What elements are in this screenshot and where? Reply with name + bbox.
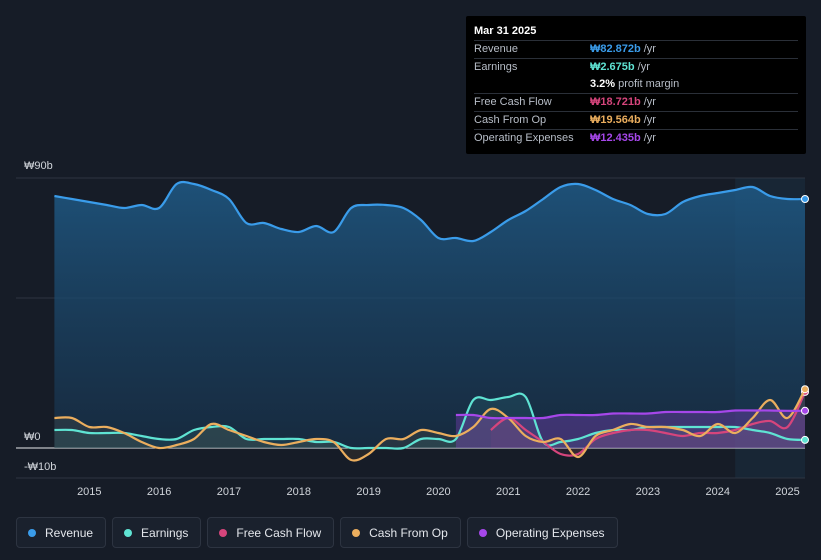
- x-tick-label: 2015: [77, 486, 101, 498]
- earnings-dot-icon: [124, 528, 133, 537]
- tooltip-unit: /yr: [643, 43, 656, 55]
- tooltip-unit: /yr: [643, 96, 656, 108]
- tooltip-value: ₩19.564b: [590, 114, 641, 126]
- x-tick-label: 2018: [287, 486, 311, 498]
- legend-label: Cash From Op: [369, 525, 448, 540]
- tooltip-label: Revenue: [474, 43, 519, 55]
- revenue-dot-icon: [28, 528, 36, 537]
- legend-label: Operating Expenses: [495, 525, 605, 540]
- free-cash-flow-area: [490, 391, 805, 456]
- tooltip-label: [474, 76, 590, 93]
- tooltip-label: Free Cash Flow: [474, 96, 552, 108]
- tooltip-value: ₩82.872b: [590, 43, 641, 55]
- operating-expenses-dot-icon: [478, 528, 487, 537]
- tooltip-label: Operating Expenses: [474, 132, 574, 144]
- earnings-end-point: [801, 435, 809, 444]
- tooltip-row: Free Cash Flow ₩18.721b /yr: [474, 93, 798, 111]
- x-tick-label: 2017: [217, 486, 241, 498]
- y-tick-label: -₩10b: [24, 461, 56, 473]
- operating-expenses-line: [455, 409, 806, 420]
- revenue-line: [54, 180, 806, 243]
- tooltip-row: Earnings ₩2.675b /yr: [474, 58, 798, 76]
- tooltip-label: Earnings: [474, 61, 518, 73]
- x-tick-label: 2016: [147, 486, 171, 498]
- legend-item-free-cash-flow[interactable]: Free Cash Flow: [207, 517, 335, 548]
- legend-item-cash-from-op[interactable]: Cash From Op: [340, 517, 461, 548]
- tooltip-value: ₩12.435b: [590, 132, 641, 144]
- revenue-area: [54, 181, 805, 449]
- earnings-line: [54, 392, 806, 450]
- y-tick-label: ₩0: [24, 431, 41, 443]
- legend-item-earnings[interactable]: Earnings: [112, 517, 202, 548]
- tooltip-unit: profit margin: [618, 78, 680, 90]
- x-tick-label: 2023: [636, 486, 660, 498]
- x-tick-label: 2021: [496, 486, 520, 498]
- legend-label: Free Cash Flow: [236, 525, 322, 540]
- tooltip-value: ₩2.675b: [590, 61, 635, 73]
- cash-from-op-dot-icon: [352, 528, 361, 537]
- cash-from-op-end-point: [801, 385, 809, 394]
- cash-from-op-area: [54, 389, 805, 461]
- tooltip: Mar 31 2025 Revenue ₩82.872b /yr Earning…: [466, 16, 806, 154]
- x-tick-label: 2020: [426, 486, 450, 498]
- tooltip-row: Cash From Op ₩19.564b /yr: [474, 111, 798, 129]
- revenue-end-point: [801, 195, 809, 203]
- x-tick-label: 2022: [566, 486, 590, 498]
- free-cash-flow-dot-icon: [219, 528, 228, 537]
- earnings-area: [54, 393, 805, 449]
- legend-item-operating-expenses[interactable]: Operating Expenses: [466, 517, 618, 548]
- tooltip-label: Cash From Op: [474, 114, 547, 126]
- legend-item-revenue[interactable]: Revenue: [16, 517, 107, 548]
- tooltip-row: 3.2% profit margin: [474, 76, 798, 93]
- legend-label: Revenue: [45, 525, 94, 540]
- x-tick-label: 2024: [705, 486, 729, 498]
- y-tick-label: ₩90b: [24, 160, 53, 172]
- tooltip-value: 3.2%: [590, 78, 616, 90]
- legend-label: Earnings: [141, 525, 189, 540]
- tooltip-row: Revenue ₩82.872b /yr: [474, 40, 798, 58]
- tooltip-unit: /yr: [643, 114, 656, 126]
- tooltip-unit: /yr: [637, 61, 650, 73]
- legend: Revenue Earnings Free Cash Flow Cash Fro…: [16, 517, 618, 548]
- tooltip-row: Operating Expenses ₩12.435b /yr: [474, 129, 798, 147]
- cash-from-op-line: [54, 388, 806, 462]
- chart-area: ₩90b ₩0 -₩10b 2015 2016 2017 2018 2019 2020 2021 2…: [16, 160, 809, 498]
- tooltip-date: Mar 31 2025: [474, 25, 537, 37]
- x-tick-label: 2019: [356, 486, 380, 498]
- operating-expenses-end-point: [801, 406, 809, 415]
- tooltip-unit: /yr: [643, 132, 656, 144]
- tooltip-value: ₩18.721b: [590, 96, 641, 108]
- x-tick-label: 2025: [775, 486, 799, 498]
